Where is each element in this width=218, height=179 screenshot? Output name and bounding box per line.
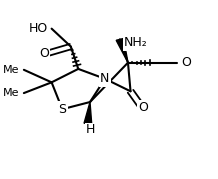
Polygon shape [116,38,128,63]
Text: Me: Me [3,65,20,75]
Text: HO: HO [29,22,48,35]
Text: H: H [85,123,95,136]
Text: O: O [39,47,49,60]
Polygon shape [84,102,92,124]
Text: O: O [138,101,148,114]
Text: S: S [58,103,66,116]
Text: NH₂: NH₂ [124,37,148,49]
Text: Me: Me [3,88,20,98]
Text: N: N [100,72,110,85]
Text: O: O [182,56,192,69]
